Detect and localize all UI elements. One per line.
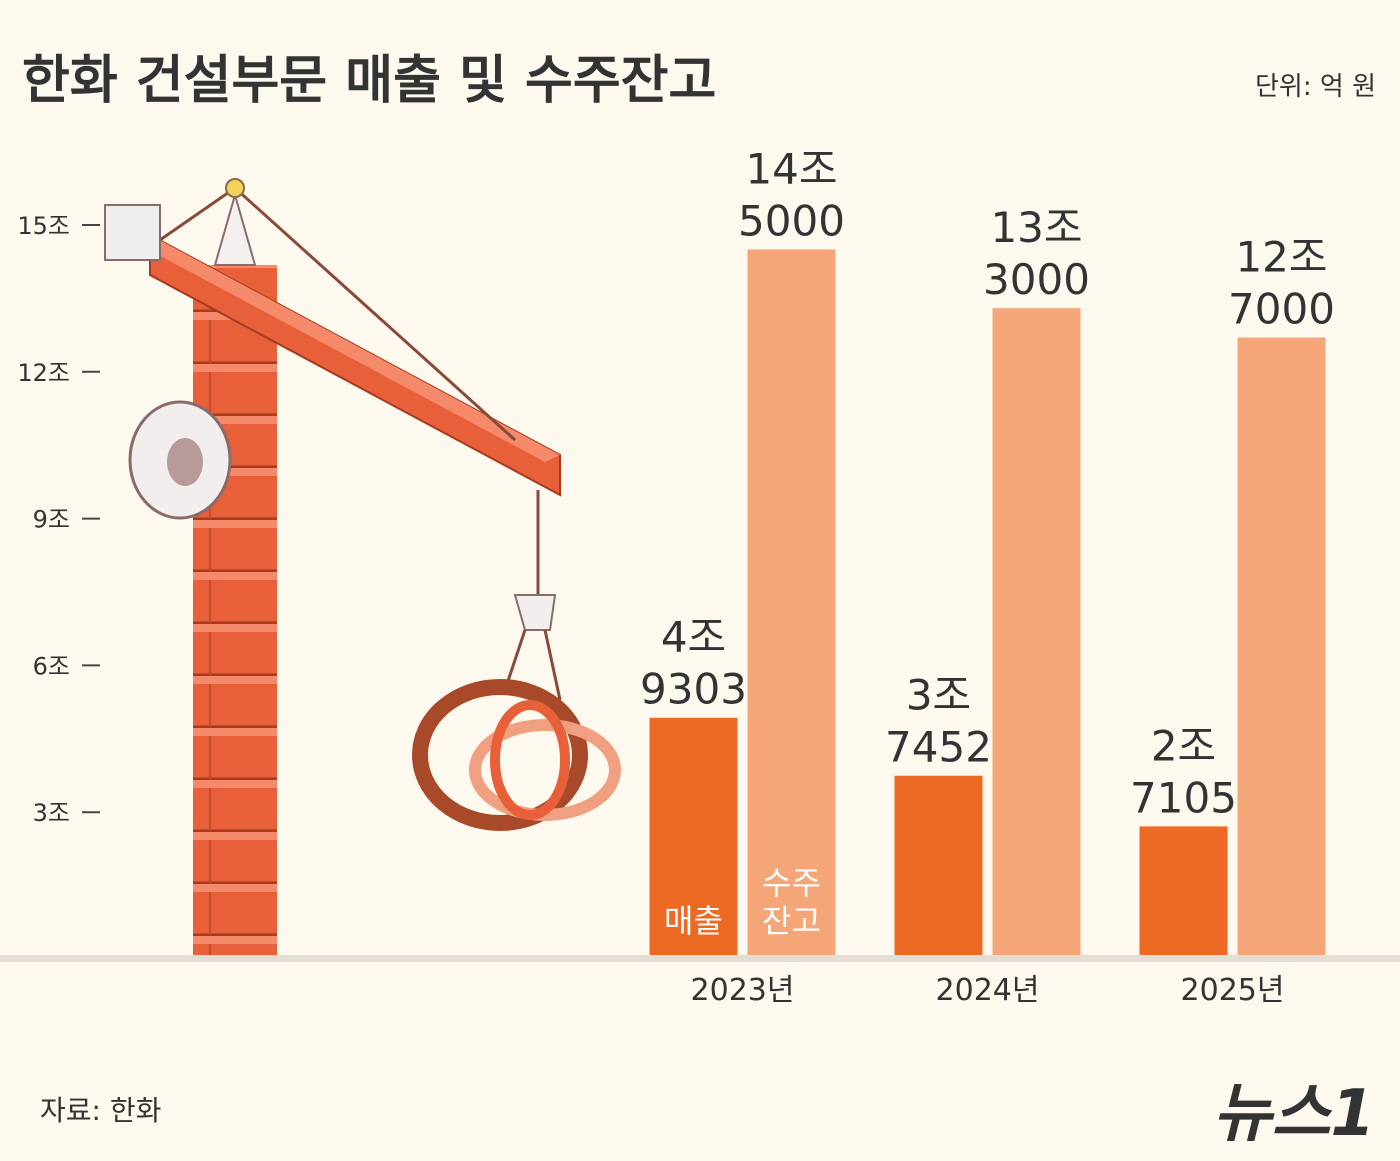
unit: 단위: 억 원 xyxy=(1255,72,1376,102)
value-label: 3000 xyxy=(983,255,1090,304)
bar xyxy=(894,775,983,955)
bar xyxy=(649,717,738,955)
x-tick-label: 2024년 xyxy=(936,973,1040,1008)
y-tick-label: 3조 xyxy=(33,799,70,827)
crane-illustration xyxy=(104,178,621,960)
x-tick-label: 2023년 xyxy=(691,973,795,1008)
value-label: 9303 xyxy=(640,665,747,714)
x-tick-label: 2025년 xyxy=(1181,973,1285,1008)
value-label: 14조 xyxy=(745,144,837,193)
y-tick-label: 12조 xyxy=(17,359,70,387)
bar xyxy=(1237,337,1326,956)
bar xyxy=(1139,826,1228,955)
legend-label: 수주잔고 xyxy=(762,864,821,940)
baseline xyxy=(0,955,1400,962)
value-label: 13조 xyxy=(990,203,1082,252)
value-label: 12조 xyxy=(1235,233,1327,282)
logo: 뉴스1 xyxy=(1213,1077,1375,1151)
value-label: 7000 xyxy=(1228,285,1335,334)
value-label: 2조 xyxy=(1151,721,1216,770)
value-label: 4조 xyxy=(661,613,726,662)
value-label: 3조 xyxy=(906,671,971,720)
source: 자료: 한화 xyxy=(40,1094,161,1127)
value-label: 5000 xyxy=(738,196,845,245)
y-tick-label: 6조 xyxy=(33,652,70,680)
value-label: 7452 xyxy=(885,723,992,772)
legend-label: 매출 xyxy=(664,902,723,940)
bar xyxy=(747,249,836,955)
y-tick-label: 15조 xyxy=(17,212,70,240)
y-tick-label: 9조 xyxy=(33,506,70,534)
title: 한화 건설부문 매출 및 수주잔고 xyxy=(22,51,716,111)
bar xyxy=(992,308,1081,956)
value-label: 7105 xyxy=(1130,773,1237,822)
